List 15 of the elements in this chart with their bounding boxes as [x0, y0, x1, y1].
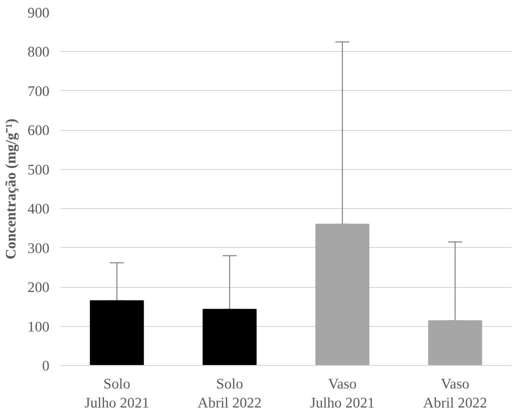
- y-tick-label: 0: [42, 358, 50, 374]
- y-tick-label: 800: [28, 44, 50, 61]
- y-tick-label: 200: [28, 280, 50, 296]
- x-tick-label: Solo Julho 2021: [84, 376, 150, 412]
- x-tick-label: Vaso Abril 2022: [423, 376, 488, 412]
- y-tick-label: 900: [28, 6, 50, 22]
- x-tick-label: Vaso Julho 2021: [310, 376, 375, 412]
- y-tick-label: 700: [28, 84, 50, 100]
- y-tick-label: 400: [28, 202, 50, 218]
- y-axis-title: Concentração (mg/g⁻¹): [4, 118, 20, 260]
- x-tick-label: Solo Abril 2022: [198, 376, 262, 412]
- y-tick-label: 600: [28, 123, 50, 140]
- y-tick-label: 500: [28, 162, 50, 178]
- y-tick-label: 100: [28, 319, 50, 336]
- y-tick-label: 300: [28, 240, 50, 257]
